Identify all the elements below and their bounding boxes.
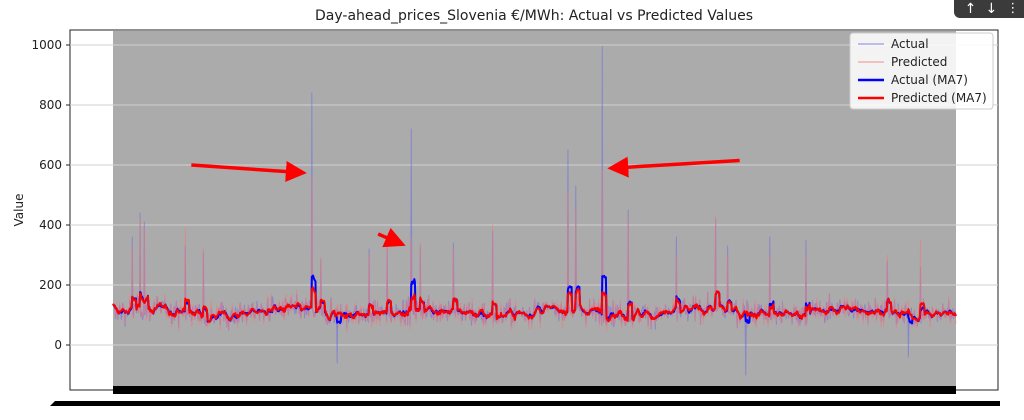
legend-label-actual: Actual	[891, 37, 929, 51]
chart-title: Day-ahead_prices_Slovenia €/MWh: Actual …	[315, 8, 753, 24]
y-tick-label-800: 800	[39, 98, 62, 112]
x-tick-band	[113, 386, 956, 394]
move-up-button[interactable]: ↑	[964, 1, 977, 17]
x-tick-label-band	[50, 401, 1000, 406]
grid-lines	[70, 44, 998, 346]
plot-background	[113, 31, 956, 389]
more-options-icon[interactable]: ⋮	[1006, 1, 1020, 16]
move-down-button[interactable]: ↓	[985, 1, 998, 17]
annotations	[191, 156, 740, 248]
cell-nav-toolbar: ↑ ↓ ⋮	[954, 0, 1024, 18]
y-tick-label-1000: 1000	[31, 38, 62, 52]
legend-label-predicted: Predicted	[891, 55, 947, 69]
legend-label-actual-ma7: Actual (MA7)	[891, 73, 968, 87]
series-predicted-ma7-line	[112, 286, 957, 323]
annotation-arrow-3	[607, 156, 740, 178]
legend-box	[849, 32, 994, 110]
y-tick-label-0: 0	[54, 338, 62, 352]
y-tick-label-400: 400	[39, 218, 62, 232]
y-tick-label-600: 600	[39, 158, 62, 172]
annotation-arrow-2	[377, 227, 406, 248]
legend-label-predicted-ma7: Predicted (MA7)	[891, 91, 987, 105]
y-axis-label: Value	[12, 194, 26, 227]
legend: Actual Predicted Actual (MA7) Predicted …	[849, 32, 994, 110]
y-ticks: 0 200 400 600 800 1000	[31, 38, 70, 352]
annotation-arrow-1	[191, 161, 307, 183]
y-tick-label-200: 200	[39, 278, 62, 292]
series-layer	[112, 46, 957, 376]
